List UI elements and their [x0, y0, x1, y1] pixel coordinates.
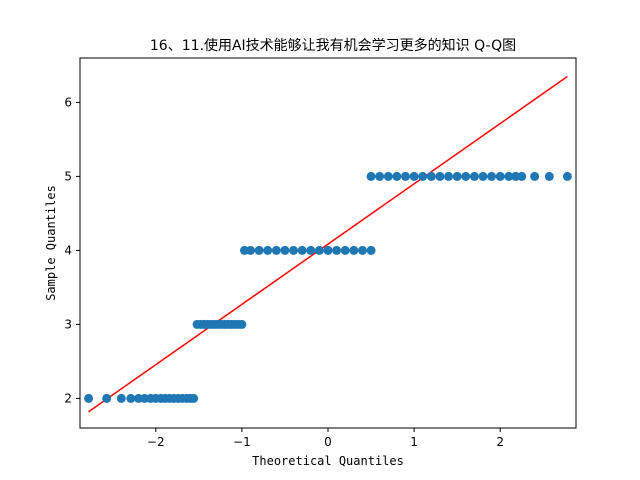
- sample-points: [84, 171, 572, 403]
- sample-point: [461, 171, 471, 181]
- sample-point: [349, 245, 359, 255]
- sample-point: [409, 171, 419, 181]
- sample-point: [297, 245, 307, 255]
- sample-point: [504, 171, 514, 181]
- reference-line-group: [88, 75, 568, 413]
- plot-area: −2 −1 0 1 2 2 3 4 5 6: [64, 57, 577, 449]
- sample-point: [271, 245, 281, 255]
- y-tick-label: 6: [64, 95, 72, 109]
- sample-point: [375, 171, 385, 181]
- sample-point: [366, 245, 376, 255]
- sample-point: [263, 245, 273, 255]
- sample-point: [116, 393, 126, 403]
- sample-point: [469, 171, 479, 181]
- sample-point: [392, 171, 402, 181]
- chart-title: 16、11.使用AI技术能够让我有机会学习更多的知识 Q-Q图: [150, 37, 516, 54]
- sample-point: [102, 393, 112, 403]
- sample-point: [418, 171, 428, 181]
- sample-point: [487, 171, 497, 181]
- x-tick-label: 2: [496, 435, 504, 449]
- sample-point: [280, 245, 290, 255]
- sample-point: [332, 245, 342, 255]
- sample-point: [357, 245, 367, 255]
- sample-point: [495, 171, 505, 181]
- x-tick-label: 1: [410, 435, 418, 449]
- y-axis-label: Sample Quantiles: [44, 185, 58, 301]
- sample-point: [544, 171, 554, 181]
- sample-point: [366, 171, 376, 181]
- sample-point: [84, 393, 94, 403]
- sample-point: [530, 171, 540, 181]
- sample-point: [237, 319, 247, 329]
- sample-point: [323, 245, 333, 255]
- sample-point: [246, 245, 255, 255]
- sample-point: [126, 393, 136, 403]
- y-tick-label: 3: [64, 317, 72, 331]
- sample-point: [435, 171, 445, 181]
- sample-point: [383, 171, 393, 181]
- sample-point: [254, 245, 264, 255]
- sample-point: [189, 393, 199, 403]
- sample-point: [401, 171, 410, 181]
- y-axis-ticks: 2 3 4 5 6: [64, 95, 80, 405]
- x-tick-label: −1: [233, 435, 251, 449]
- sample-point: [478, 171, 488, 181]
- y-tick-label: 5: [64, 169, 72, 183]
- sample-point: [306, 245, 316, 255]
- x-tick-label: −2: [147, 435, 165, 449]
- x-tick-label: 0: [324, 435, 332, 449]
- sample-point: [452, 171, 462, 181]
- sample-point: [289, 245, 299, 255]
- sample-point: [314, 245, 324, 255]
- x-axis-ticks: −2 −1 0 1 2: [147, 428, 504, 449]
- reference-line: [88, 75, 568, 413]
- x-axis-label: Theoretical Quantiles: [252, 454, 404, 468]
- y-tick-label: 2: [64, 391, 72, 405]
- sample-point: [517, 171, 527, 181]
- sample-point: [340, 245, 350, 255]
- sample-point: [426, 171, 436, 181]
- sample-point: [444, 171, 454, 181]
- sample-point: [562, 171, 572, 181]
- y-tick-label: 4: [64, 243, 72, 257]
